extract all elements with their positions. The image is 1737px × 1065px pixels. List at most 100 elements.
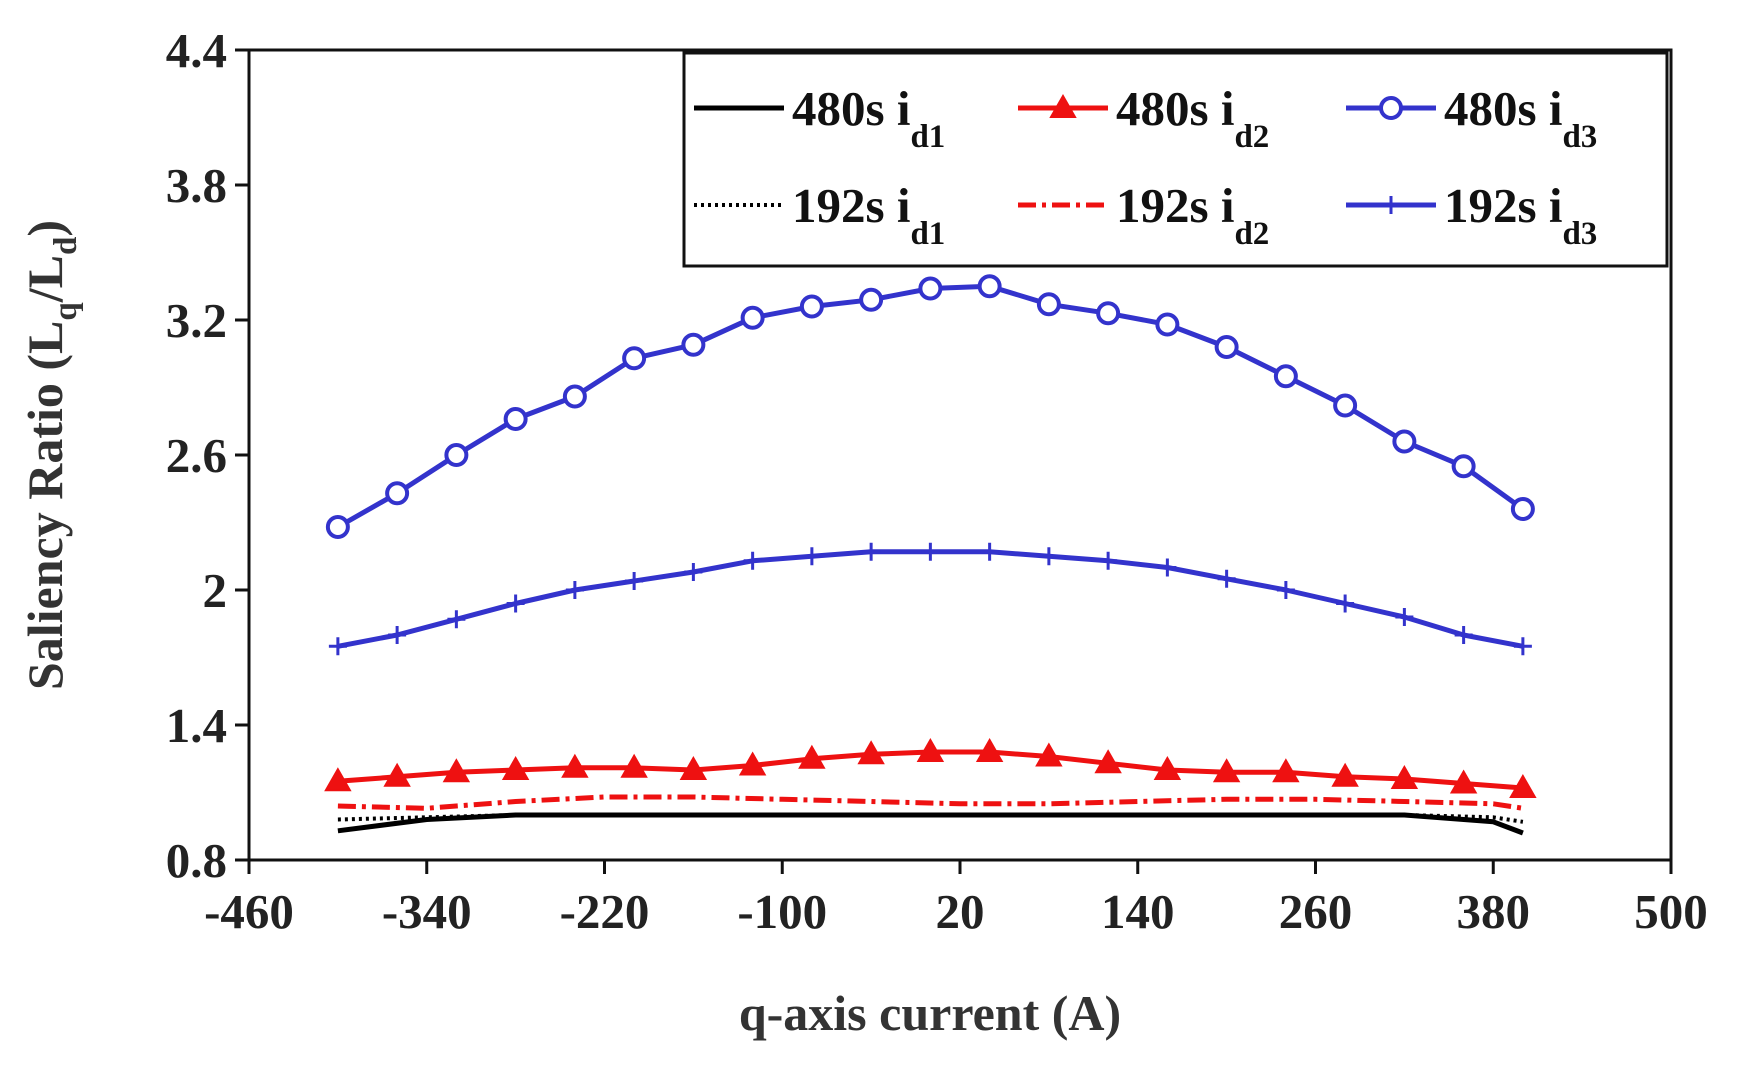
x-tick-labels: -460 -340 -220 -100 20 140 260 380 500 <box>204 884 1708 939</box>
data-point-circle <box>1036 292 1061 317</box>
data-point-circle <box>740 305 765 330</box>
data-point-triangle <box>442 758 471 783</box>
x-tick-label: -220 <box>560 884 650 939</box>
y-title-sub-d: d <box>48 237 84 255</box>
y-tick-label: 4.4 <box>166 23 227 78</box>
y-title-mid: /L <box>17 255 73 303</box>
data-point-plus <box>743 551 762 570</box>
data-point-circle <box>385 481 410 506</box>
data-point-triangle <box>798 744 826 769</box>
y-tick-label: 2 <box>203 563 228 618</box>
series-layer <box>324 274 1537 836</box>
data-point-circle <box>681 332 706 357</box>
data-point-plus <box>684 563 703 581</box>
data-point-triangle <box>1272 758 1300 783</box>
data-point-circle <box>1451 454 1476 479</box>
data-point-circle <box>1214 335 1239 359</box>
data-point-triangle <box>324 767 352 792</box>
legend-label-sub: d2 <box>1234 119 1269 155</box>
data-point-plus <box>447 610 466 629</box>
legend-label: 480s id3 <box>1444 81 1597 155</box>
y-tick-label: 1.4 <box>166 698 227 753</box>
data-point-circle <box>1333 393 1358 418</box>
data-point-plus <box>1336 594 1355 613</box>
legend-label: 192s id2 <box>1116 178 1269 252</box>
x-axis-title: q-axis current (A) <box>739 985 1121 1041</box>
y-title-main: Saliency Ratio (L <box>17 321 73 690</box>
data-point-plus <box>1158 558 1177 577</box>
legend-label-sub: d1 <box>910 119 945 155</box>
series-192sid3 <box>328 542 1532 656</box>
data-point-triangle <box>738 751 767 776</box>
data-point-plus <box>1039 547 1058 566</box>
data-point-plus <box>980 542 999 561</box>
axis-ticks <box>235 48 1673 874</box>
data-point-plus <box>565 581 584 599</box>
x-tick-label: 500 <box>1634 884 1708 939</box>
data-point-plus <box>388 626 407 644</box>
data-point-triangle <box>1049 93 1077 118</box>
data-point-triangle <box>1509 773 1537 798</box>
data-point-triangle <box>501 755 530 780</box>
data-point-triangle <box>975 737 1004 762</box>
data-point-circle <box>562 384 587 409</box>
data-point-plus <box>1217 569 1236 588</box>
x-tick-label: -100 <box>737 884 827 939</box>
data-point-circle <box>444 443 469 467</box>
y-title-end: ) <box>17 220 73 237</box>
x-tick-label: 140 <box>1101 884 1175 939</box>
data-point-plus <box>1382 196 1400 214</box>
data-point-plus <box>1099 551 1118 570</box>
data-point-triangle <box>679 755 708 780</box>
series-192sid2 <box>337 794 1524 811</box>
data-point-plus <box>921 542 940 561</box>
legend-label: 192s id3 <box>1444 178 1597 252</box>
data-point-circle <box>1273 364 1298 389</box>
legend-box <box>682 51 1669 268</box>
data-point-circle <box>799 294 824 319</box>
data-point-triangle <box>1390 764 1419 789</box>
data-point-circle <box>325 515 350 539</box>
series-480sid3 <box>325 274 1535 539</box>
data-point-plus <box>1513 637 1532 656</box>
y-tick-label: 0.8 <box>166 833 227 888</box>
data-point-triangle <box>620 753 648 778</box>
legend-label-main: 480s i <box>1444 81 1562 136</box>
legend-label-main: 480s i <box>792 81 910 136</box>
data-point-plus <box>802 547 821 566</box>
data-point-circle <box>1392 429 1417 454</box>
data-point-plus <box>862 542 881 561</box>
y-tick-labels: 0.8 1.4 2 2.6 3.2 3.8 4.4 <box>166 23 227 888</box>
x-tick-label: 260 <box>1279 884 1353 939</box>
legend-label-sub: d3 <box>1562 216 1597 252</box>
series-480sid2 <box>324 737 1537 798</box>
series-192sid1 <box>337 813 1524 824</box>
y-title-sub-q: q <box>48 302 84 321</box>
x-tick-label: -460 <box>204 884 294 939</box>
data-point-circle <box>1096 301 1121 326</box>
data-point-circle <box>503 407 528 431</box>
legend-label-sub: d2 <box>1234 216 1269 252</box>
series-480sid1 <box>337 812 1524 836</box>
legend-label: 192s id1 <box>792 178 945 252</box>
data-point-triangle <box>916 737 945 762</box>
legend-label-main: 192s i <box>1444 178 1562 233</box>
legend-label-main: 192s i <box>792 178 910 233</box>
data-point-circle <box>859 287 884 312</box>
data-point-triangle <box>383 762 411 787</box>
data-point-triangle <box>1331 762 1359 787</box>
data-point-triangle <box>1212 758 1241 783</box>
x-tick-label: 20 <box>936 884 985 939</box>
series-line <box>337 794 1524 811</box>
data-point-triangle <box>1153 755 1182 780</box>
data-point-plus <box>1395 608 1414 626</box>
data-point-circle <box>1155 312 1180 337</box>
y-axis-title: Saliency Ratio (Lq/Ld) <box>17 220 84 690</box>
data-point-circle <box>977 274 1002 299</box>
legend-label-main: 192s i <box>1116 178 1234 233</box>
data-point-triangle <box>1094 749 1122 774</box>
legend-label: 480s id1 <box>792 81 945 155</box>
